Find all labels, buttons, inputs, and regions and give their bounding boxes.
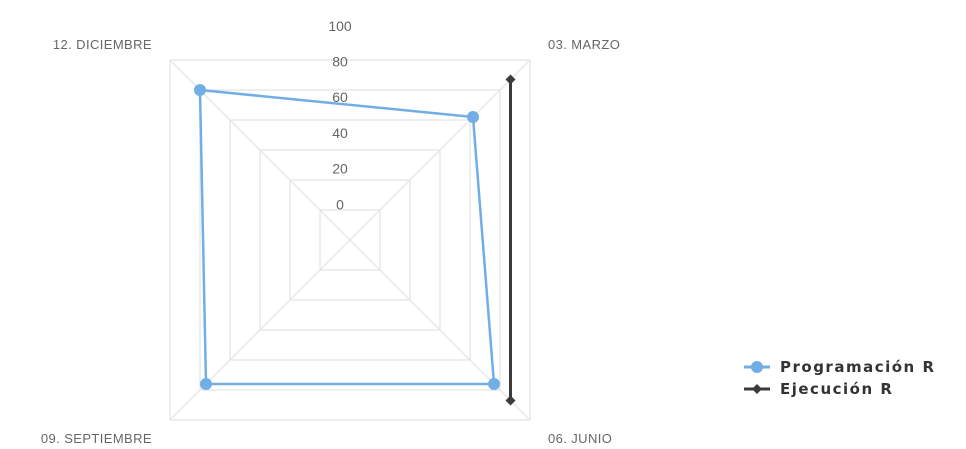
grid-spoke xyxy=(169,239,351,421)
data-point xyxy=(467,111,479,123)
data-point xyxy=(505,74,516,85)
radial-tick-label: 100 xyxy=(328,18,352,34)
data-point xyxy=(505,395,516,406)
series-2 xyxy=(505,74,516,406)
category-label: 09. SEPTIEMBRE xyxy=(41,431,152,446)
legend-label: Ejecución R xyxy=(780,380,893,398)
grid-spoke xyxy=(349,59,531,241)
radial-tick-label: 0 xyxy=(336,196,344,212)
category-label: 03. MARZO xyxy=(548,37,620,52)
series-1 xyxy=(194,84,500,390)
legend: Programación R Ejecución R xyxy=(744,358,936,398)
legend-swatch-marker xyxy=(751,361,763,373)
radial-tick-label: 20 xyxy=(332,161,348,177)
grid-spoke xyxy=(349,239,531,421)
data-point xyxy=(488,378,500,390)
radial-tick-label: 60 xyxy=(332,89,348,105)
legend-label: Programación R xyxy=(780,358,936,376)
legend-swatch-marker xyxy=(752,384,762,394)
data-point xyxy=(200,378,212,390)
radial-tick-label: 80 xyxy=(332,54,348,70)
data-point xyxy=(194,84,206,96)
category-label: 12. DICIEMBRE xyxy=(53,37,152,52)
category-label: 06. JUNIO xyxy=(548,431,612,446)
radial-tick-label: 40 xyxy=(332,125,348,141)
